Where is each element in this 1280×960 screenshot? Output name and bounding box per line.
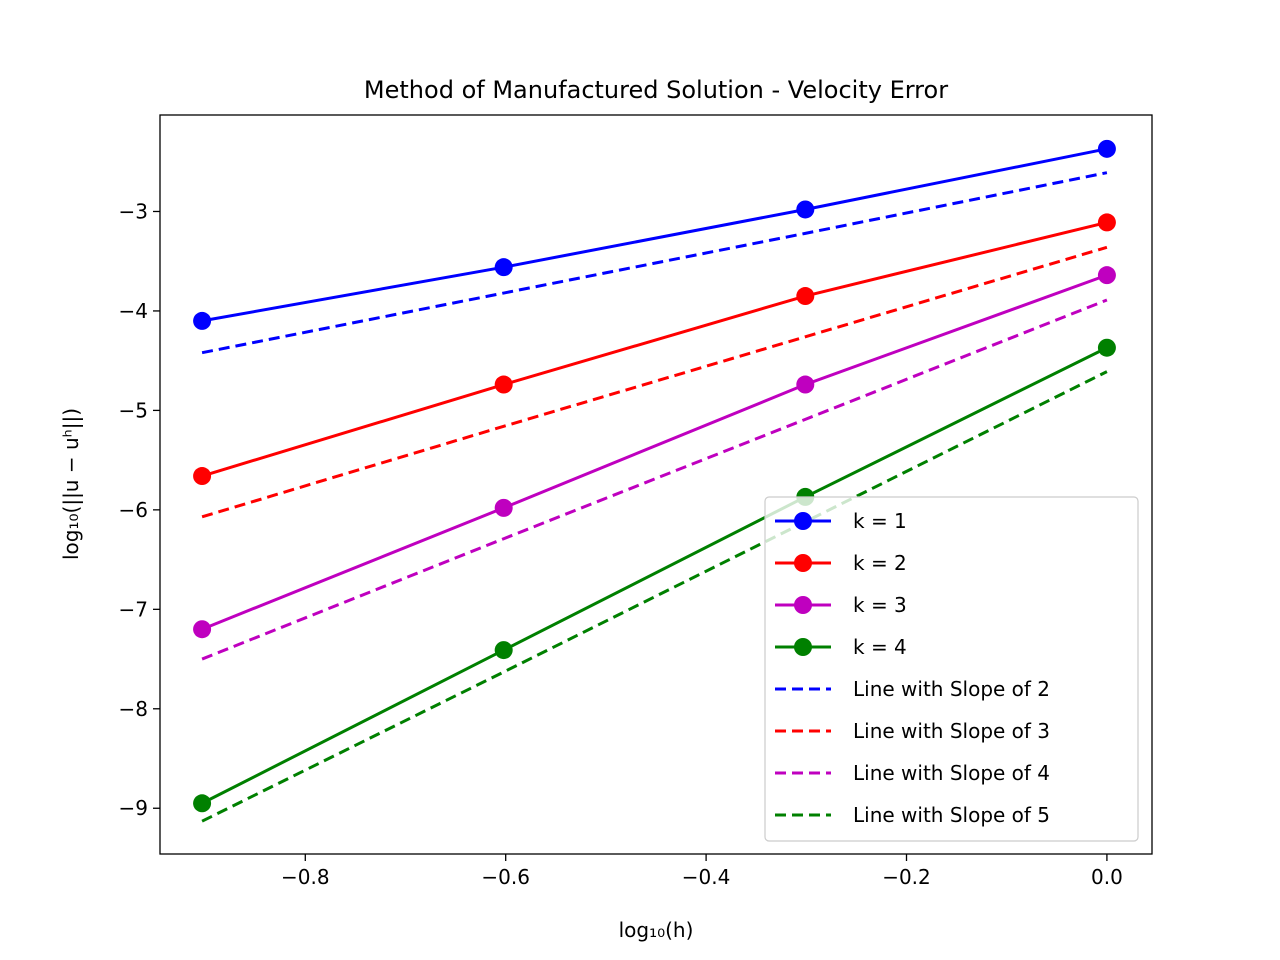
data-point: [193, 467, 212, 486]
axes: −0.8 −0.6 −0.4 −0.2 0.0 −9 −8 −7 −6 −5 −4 −3: [119, 199, 1123, 889]
legend-item: k = 2: [775, 551, 907, 575]
legend-label: Line with Slope of 2: [853, 677, 1050, 701]
plot-area: [193, 139, 1116, 823]
series-line-with-slope-of-3: [201, 245, 1108, 519]
y-tick-label: −7: [119, 597, 148, 621]
legend-marker: [794, 596, 812, 614]
data-point: [1097, 338, 1116, 357]
legend-item: Line with Slope of 3: [775, 719, 1050, 743]
y-axis-label: log₁₀(||u − uʰ||): [59, 408, 83, 560]
y-tick-label: −5: [119, 398, 148, 422]
legend-marker: [794, 638, 812, 656]
series-line-with-slope-of-2: [201, 171, 1108, 355]
x-tick-label: 0.0: [1091, 865, 1123, 889]
data-point: [494, 641, 513, 660]
x-axis-label: log₁₀(h): [619, 918, 694, 942]
data-point: [193, 620, 212, 639]
series-k-1: [193, 139, 1116, 330]
chart-title: Method of Manufactured Solution - Veloci…: [364, 76, 948, 104]
legend-label: Line with Slope of 5: [853, 803, 1050, 827]
legend-box: [764, 496, 1139, 842]
x-tick-label: −0.4: [682, 865, 731, 889]
data-point: [494, 498, 513, 517]
legend-label: k = 4: [853, 635, 907, 659]
series-line: [201, 245, 1108, 519]
data-point: [1097, 266, 1116, 285]
x-tick-label: −0.2: [882, 865, 931, 889]
legend-label: k = 1: [853, 509, 907, 533]
series-k-2: [193, 213, 1116, 486]
legend-label: k = 2: [853, 551, 907, 575]
legend-marker: [794, 554, 812, 572]
data-point: [193, 794, 212, 813]
data-point: [494, 375, 513, 394]
data-point: [494, 258, 513, 277]
data-point: [1097, 139, 1116, 158]
y-tick-label: −8: [119, 697, 148, 721]
series-k-4: [193, 338, 1116, 813]
series-line: [201, 298, 1108, 661]
data-point: [1097, 213, 1116, 232]
series-line-with-slope-of-4: [201, 298, 1108, 661]
series-k-3: [193, 266, 1116, 639]
legend-item: k = 1: [775, 509, 907, 533]
x-tick-label: −0.6: [481, 865, 530, 889]
y-tick-label: −6: [119, 498, 148, 522]
data-point: [193, 311, 212, 330]
data-point: [796, 200, 815, 219]
legend-label: Line with Slope of 4: [853, 761, 1050, 785]
series-line: [201, 370, 1108, 823]
legend: k = 1 k = 2 k = 3 k = 4 Line with Slope of 2…: [764, 496, 1139, 842]
plot-frame: [159, 114, 1153, 855]
y-tick-label: −4: [119, 299, 148, 323]
series-line: [201, 346, 1108, 805]
series-line: [201, 273, 1108, 631]
legend-marker: [794, 512, 812, 530]
legend-item: Line with Slope of 2: [775, 677, 1050, 701]
data-point: [796, 375, 815, 394]
legend-label: k = 3: [853, 593, 907, 617]
x-tick-label: −0.8: [281, 865, 330, 889]
legend-item: Line with Slope of 4: [775, 761, 1050, 785]
series-line: [201, 171, 1108, 355]
series-line-with-slope-of-5: [201, 370, 1108, 823]
y-tick-label: −3: [119, 199, 148, 223]
series-line: [201, 147, 1108, 323]
legend-item: k = 4: [775, 635, 907, 659]
legend-label: Line with Slope of 3: [853, 719, 1050, 743]
legend-item: Line with Slope of 5: [775, 803, 1050, 827]
legend-item: k = 3: [775, 593, 907, 617]
data-point: [796, 287, 815, 306]
y-tick-label: −9: [119, 796, 148, 820]
series-line: [201, 220, 1108, 478]
